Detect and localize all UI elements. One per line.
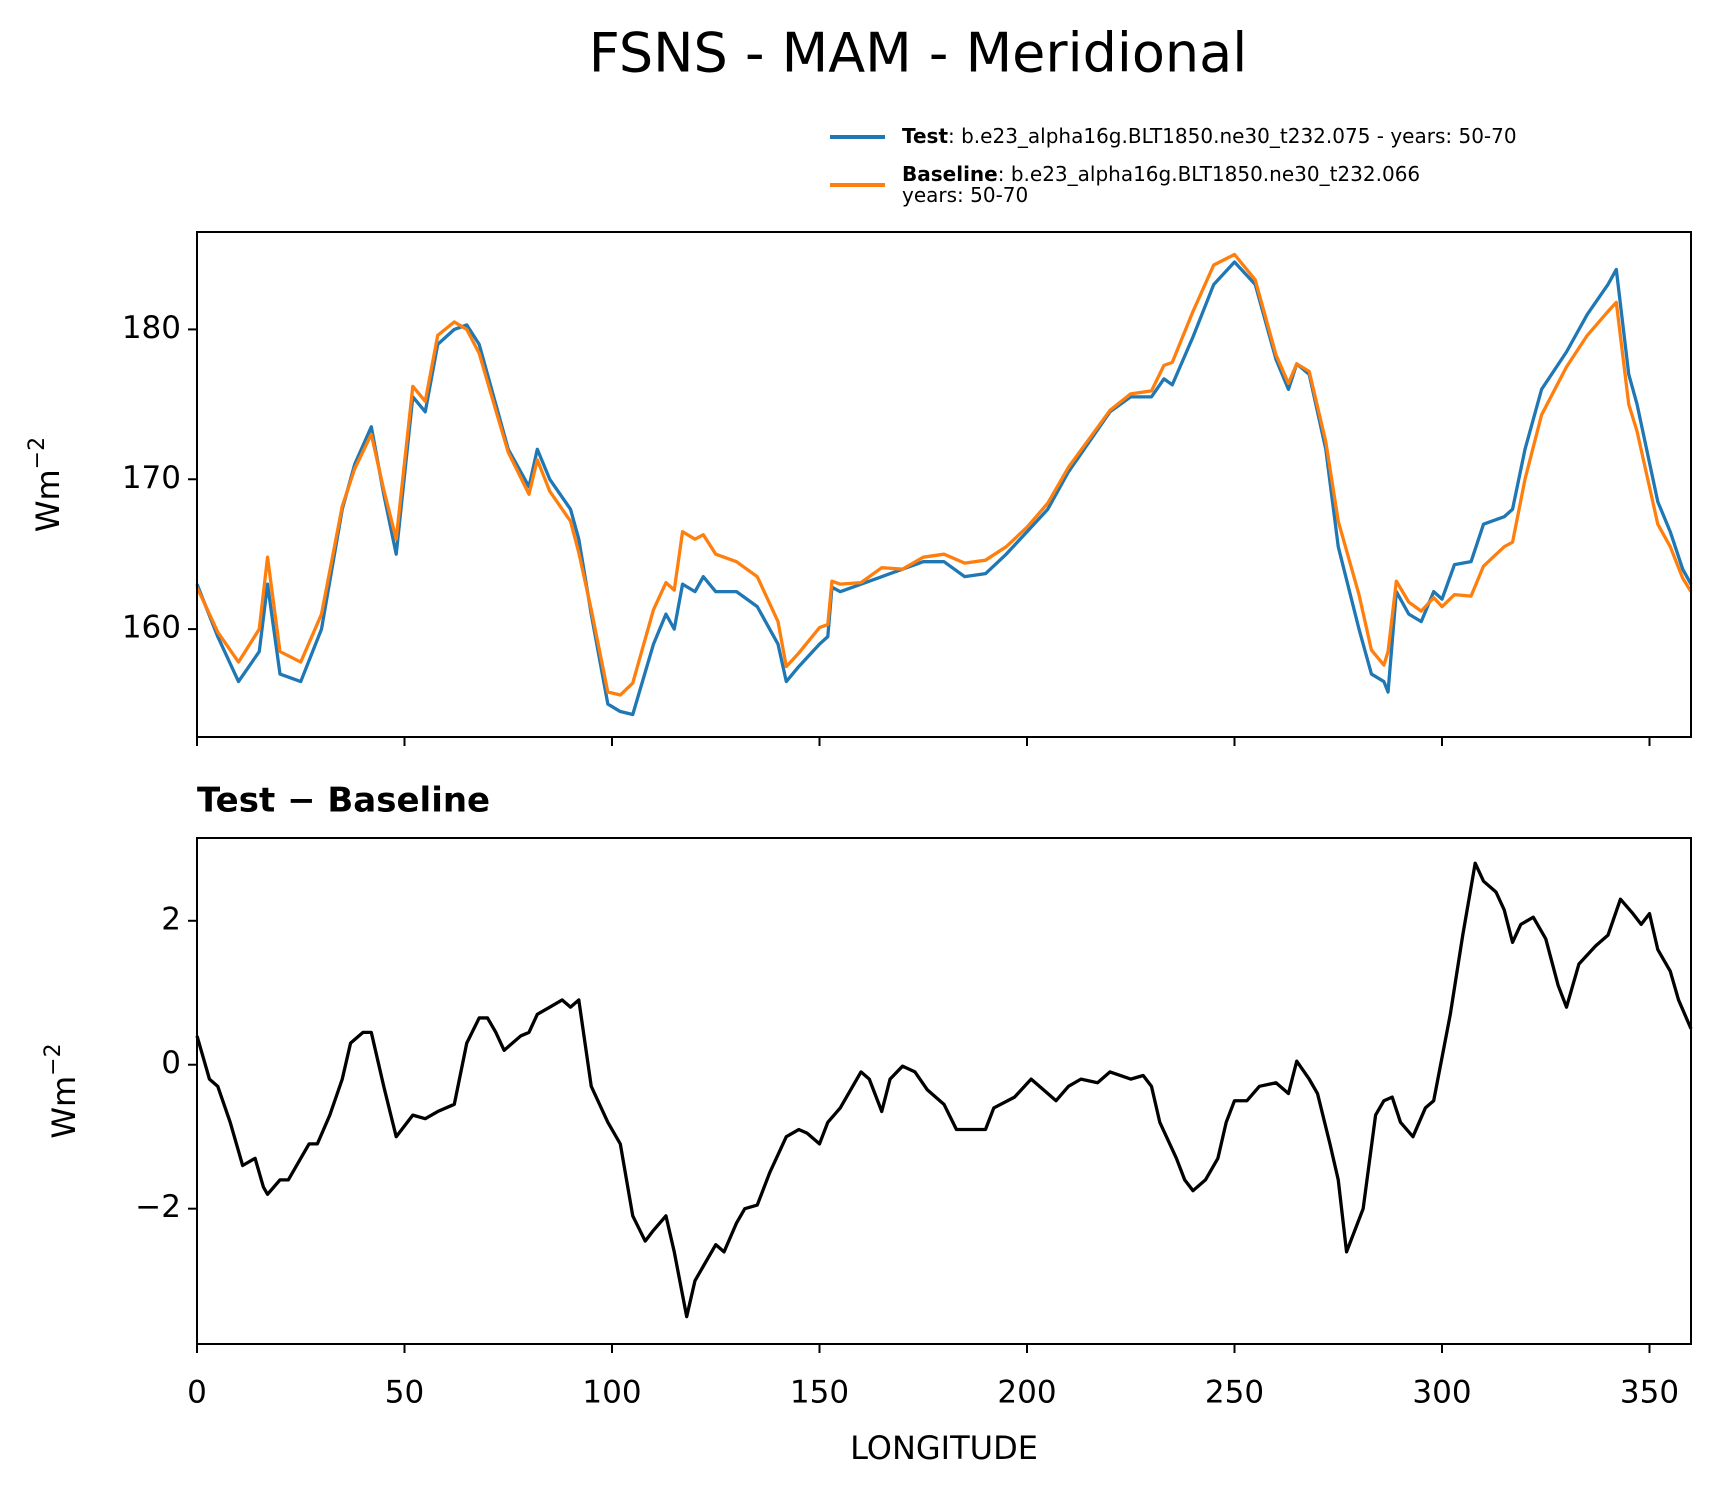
y-tick-label: −2 [135, 1189, 181, 1225]
x-tick-label: 150 [790, 1375, 849, 1411]
y-axis-label-text: Wm [45, 1076, 83, 1139]
y-axis-label-exponent: −2 [41, 1043, 66, 1075]
x-tick-label: 50 [385, 1375, 424, 1411]
x-axis-label: LONGITUDE [850, 1429, 1038, 1467]
legend-entry: Test: b.e23_alpha16g.BLT1850.ne30_t232.0… [902, 124, 1517, 148]
axes-title: Test − Baseline [197, 781, 490, 821]
legend-text: : b.e23_alpha16g.BLT1850.ne30_t232.066 [998, 162, 1420, 186]
x-tick-label: 0 [187, 1375, 207, 1411]
x-tick-label: 100 [582, 1375, 641, 1411]
x-tick-label: 300 [1412, 1375, 1471, 1411]
chart-title: FSNS - MAM - Meridional [589, 22, 1247, 85]
legend-name: Baseline [902, 162, 998, 186]
legend-text: : b.e23_alpha16g.BLT1850.ne30_t232.075 -… [948, 124, 1517, 148]
y-tick-label: 170 [122, 460, 181, 496]
x-tick-label: 350 [1620, 1375, 1679, 1411]
x-tick-label: 250 [1205, 1375, 1264, 1411]
legend-entry: Baseline: b.e23_alpha16g.BLT1850.ne30_t2… [902, 162, 1420, 186]
series-line [195, 260, 1693, 717]
y-axis-label-exponent: −2 [25, 437, 50, 469]
y-axis-label-text: Wm [29, 469, 67, 532]
legend-text: years: 50-70 [902, 183, 1028, 207]
legend-entry: years: 50-70 [902, 183, 1028, 207]
legend-name: Test [902, 124, 948, 148]
y-tick-label: 180 [122, 310, 181, 346]
axes-frame [196, 837, 1692, 1345]
y-axis-label: Wm−2 [25, 437, 67, 532]
y-axis-label: Wm−2 [41, 1043, 83, 1138]
axes-frame [196, 231, 1692, 738]
y-tick-label: 2 [161, 901, 181, 937]
y-tick-label: 0 [161, 1045, 181, 1081]
y-tick-label: 160 [122, 610, 181, 646]
x-tick-label: 200 [997, 1375, 1056, 1411]
series-line [195, 252, 1693, 697]
series-line [195, 861, 1693, 1319]
